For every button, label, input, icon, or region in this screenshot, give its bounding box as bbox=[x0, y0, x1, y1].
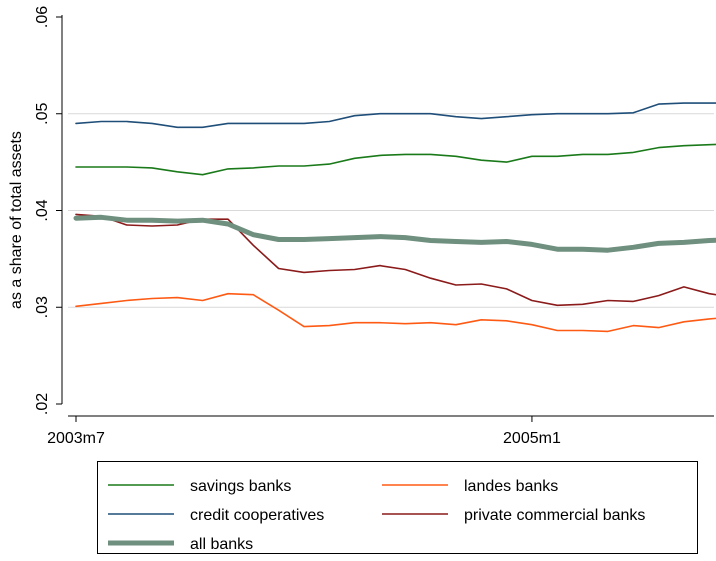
axes bbox=[61, 15, 714, 417]
x-tick-label: 2005m1 bbox=[503, 430, 561, 447]
legend-box bbox=[97, 461, 698, 554]
legend-label: landes banks bbox=[464, 478, 558, 495]
legend-label: all banks bbox=[190, 536, 253, 553]
legend-label: private commercial banks bbox=[464, 507, 645, 524]
x-ticks: 2003m72005m12006m72008m12009m7 bbox=[47, 416, 561, 447]
series-line-savings-banks bbox=[75, 143, 716, 176]
y-ticks: .02 .03 .04 .05 .06 bbox=[34, 6, 62, 415]
series-line-landes-banks bbox=[75, 292, 716, 333]
legend-label: savings banks bbox=[190, 478, 291, 495]
series-line-credit-cooperatives bbox=[75, 102, 716, 129]
y-tick-label: .04 bbox=[34, 199, 51, 221]
y-tick-label: .05 bbox=[34, 103, 51, 125]
y-axis-label: as a share of total assets bbox=[8, 131, 25, 309]
series-lines bbox=[73, 102, 716, 333]
legend: savings banks landes banks credit cooperat… bbox=[97, 461, 698, 554]
y-tick-label: .06 bbox=[34, 6, 51, 28]
x-tick-label: 2003m7 bbox=[47, 430, 105, 447]
series-line-private-commercial-banks bbox=[75, 213, 716, 307]
legend-label: credit cooperatives bbox=[190, 507, 324, 524]
y-tick-label: .03 bbox=[34, 296, 51, 318]
y-tick-label: .02 bbox=[34, 393, 51, 415]
series-line-all-banks bbox=[73, 214, 716, 253]
